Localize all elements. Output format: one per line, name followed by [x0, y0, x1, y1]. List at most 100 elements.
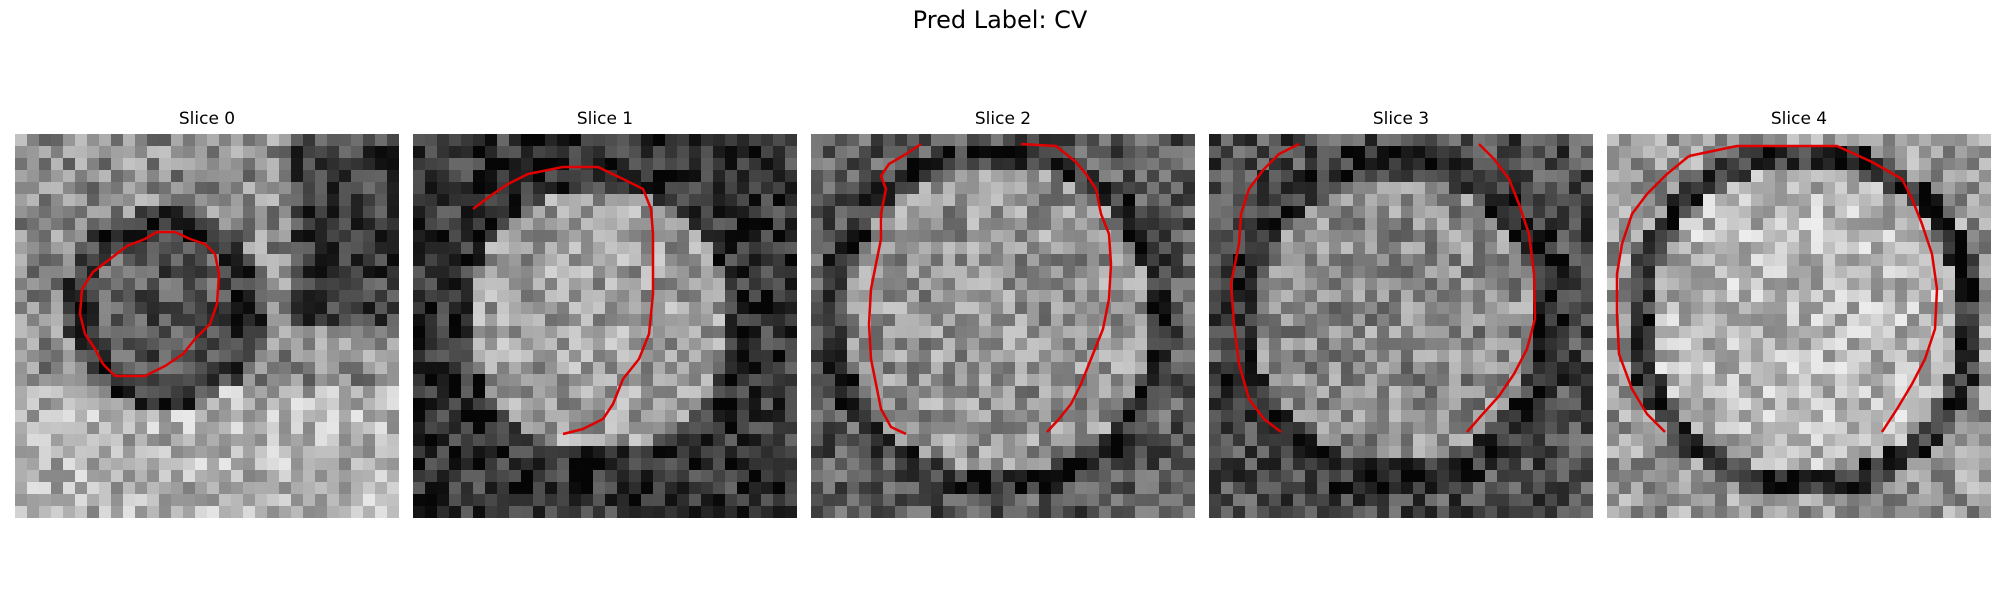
pixel-cell: [147, 170, 160, 183]
pixel-cell: [51, 458, 64, 471]
pixel-cell: [1039, 494, 1052, 507]
pixel-cell: [1847, 158, 1860, 171]
pixel-cell: [1497, 170, 1510, 183]
pixel-cell: [1581, 170, 1593, 183]
pixel-cell: [883, 266, 896, 279]
pixel-cell: [1691, 266, 1704, 279]
pixel-cell: [1943, 374, 1956, 387]
pixel-cell: [1703, 458, 1716, 471]
pixel-cell: [1257, 146, 1270, 159]
pixel-cell: [1401, 506, 1414, 518]
pixel-cell: [1485, 266, 1498, 279]
pixel-cell: [207, 350, 220, 363]
pixel-cell: [1245, 194, 1258, 207]
pixel-cell: [1871, 134, 1884, 147]
pixel-cell: [1437, 374, 1450, 387]
pixel-cell: [303, 206, 316, 219]
pixel-cell: [859, 494, 872, 507]
pixel-cell: [437, 242, 450, 255]
pixel-cell: [665, 314, 678, 327]
pixel-cell: [1557, 446, 1570, 459]
pixel-cell: [1655, 290, 1668, 303]
pixel-cell: [425, 134, 438, 147]
pixel-cell: [1619, 134, 1632, 147]
pixel-cell: [291, 218, 304, 231]
pixel-cell: [1509, 446, 1522, 459]
pixel-cell: [773, 266, 786, 279]
pixel-cell: [1111, 446, 1124, 459]
pixel-cell: [955, 506, 968, 518]
pixel-cell: [1257, 266, 1270, 279]
pixel-cell: [1003, 398, 1016, 411]
pixel-cell: [1485, 470, 1498, 483]
pixel-cell: [111, 194, 124, 207]
pixel-cell: [581, 410, 594, 423]
pixel-cell: [967, 410, 980, 423]
pixel-cell: [1401, 374, 1414, 387]
pixel-cell: [1293, 398, 1306, 411]
pixel-cell: [1353, 410, 1366, 423]
pixel-cell: [183, 434, 196, 447]
pixel-cell: [183, 410, 196, 423]
pixel-cell: [1811, 254, 1824, 267]
pixel-cell: [351, 206, 364, 219]
pixel-cell: [1931, 410, 1944, 423]
pixel-cell: [955, 206, 968, 219]
pixel-cell: [1039, 254, 1052, 267]
pixel-cell: [1727, 278, 1740, 291]
pixel-cell: [1171, 182, 1184, 195]
pixel-cell: [569, 206, 582, 219]
pixel-cell: [713, 302, 726, 315]
pixel-cell: [895, 254, 908, 267]
pixel-cell: [1679, 182, 1692, 195]
pixel-cell: [785, 278, 797, 291]
pixel-cell: [1955, 134, 1968, 147]
pixel-cell: [605, 266, 618, 279]
pixel-cell: [883, 302, 896, 315]
pixel-cell: [1269, 254, 1282, 267]
pixel-cell: [1365, 218, 1378, 231]
pixel-cell: [363, 338, 376, 351]
pixel-cell: [823, 206, 836, 219]
pixel-cell: [1835, 398, 1848, 411]
pixel-cell: [1943, 326, 1956, 339]
pixel-cell: [931, 146, 944, 159]
pixel-cell: [907, 494, 920, 507]
pixel-cell: [665, 278, 678, 291]
pixel-cell: [75, 158, 88, 171]
pixel-cell: [1545, 266, 1558, 279]
pixel-cell: [581, 278, 594, 291]
pixel-cell: [231, 506, 244, 518]
pixel-cell: [979, 230, 992, 243]
pixel-cell: [1389, 194, 1402, 207]
pixel-cell: [267, 338, 280, 351]
pixel-cell: [713, 290, 726, 303]
pixel-cell: [593, 218, 606, 231]
pixel-cell: [617, 182, 630, 195]
pixel-cell: [1027, 170, 1040, 183]
pixel-cell: [123, 410, 136, 423]
pixel-cell: [1015, 326, 1028, 339]
pixel-cell: [907, 266, 920, 279]
pixel-cell: [1087, 374, 1100, 387]
pixel-cell: [387, 422, 399, 435]
pixel-cell: [231, 326, 244, 339]
pixel-cell: [63, 302, 76, 315]
pixel-cell: [1365, 362, 1378, 375]
pixel-cell: [1221, 338, 1234, 351]
pixel-cell: [1859, 254, 1872, 267]
pixel-cell: [231, 410, 244, 423]
pixel-cell: [473, 254, 486, 267]
pixel-cell: [907, 194, 920, 207]
pixel-cell: [1739, 338, 1752, 351]
pixel-cell: [761, 254, 774, 267]
pixel-cell: [1329, 266, 1342, 279]
pixel-cell: [315, 134, 328, 147]
pixel-cell: [665, 470, 678, 483]
pixel-cell: [701, 398, 714, 411]
pixel-cell: [701, 242, 714, 255]
pixel-cell: [1727, 362, 1740, 375]
pixel-cell: [859, 254, 872, 267]
pixel-cell: [967, 182, 980, 195]
pixel-cell: [1727, 350, 1740, 363]
